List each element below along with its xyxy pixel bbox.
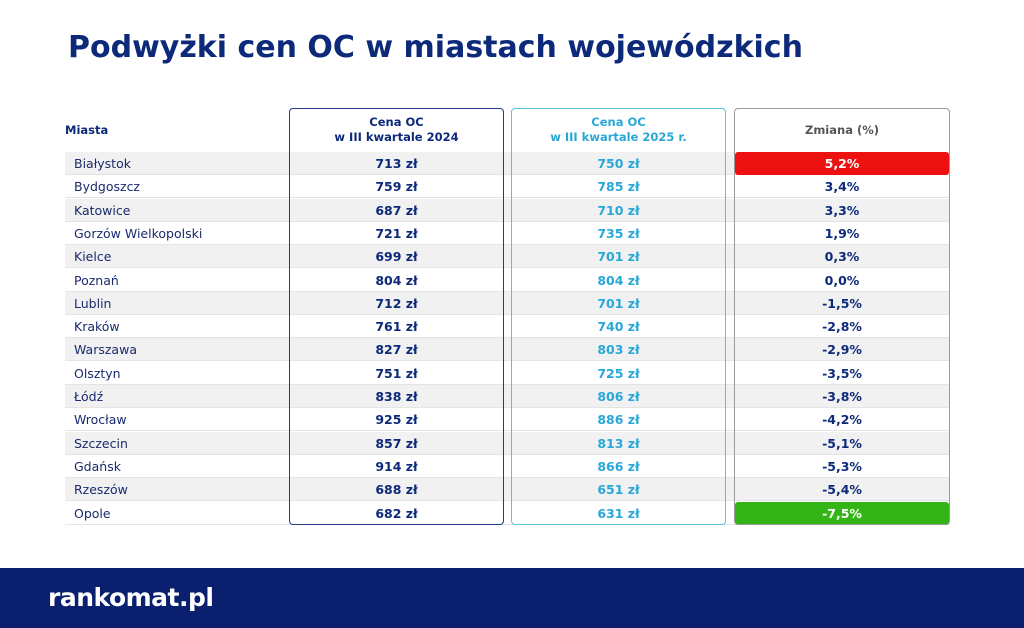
cell-value: -3,8%: [822, 389, 862, 404]
cell-value: 806 zł: [597, 389, 640, 404]
city-name: Poznań: [74, 272, 119, 288]
column-box: [734, 108, 950, 525]
cell-value: 682 zł: [375, 505, 418, 521]
city-name: Olsztyn: [74, 365, 121, 381]
cell-value: -2,8%: [822, 319, 862, 335]
cell-value: -2,9%: [822, 342, 862, 358]
cell-value: 866 zł: [597, 458, 640, 474]
cell-value: 701 zł: [597, 295, 640, 311]
cell-value: 651 zł: [597, 482, 640, 498]
cell-value: 699 zł: [375, 249, 418, 265]
cell-value: 713 zł: [375, 156, 418, 171]
cell-value: 750 zł: [597, 156, 640, 171]
cell-value: 804 zł: [597, 272, 640, 288]
cell-value: 735 zł: [597, 225, 640, 241]
cell-value: 725 zł: [597, 365, 640, 381]
city-name: Łódź: [74, 389, 104, 404]
cell-value: 886 zł: [597, 412, 640, 428]
cell-value: -3,5%: [822, 365, 862, 381]
city-name: Wrocław: [74, 412, 127, 428]
table-row: [65, 245, 950, 269]
cell-value: 925 zł: [375, 412, 418, 428]
cell-value: 3,4%: [824, 179, 860, 195]
city-name: Lublin: [74, 295, 112, 311]
cell-value: 712 zł: [375, 295, 418, 311]
cell-value: -5,3%: [822, 458, 862, 474]
cell-value: -4,2%: [822, 412, 862, 428]
city-name: Katowice: [74, 202, 131, 218]
table-row: [65, 315, 950, 339]
cell-value: 804 zł: [375, 272, 418, 288]
cell-value: 914 zł: [375, 458, 418, 474]
table-row: [65, 152, 950, 175]
cell-value: 761 zł: [375, 319, 418, 335]
cell-value: 631 zł: [597, 505, 640, 521]
column-box: [289, 108, 504, 525]
table-row: [65, 198, 950, 222]
city-name: Białystok: [74, 156, 131, 171]
title: Podwyżki cen OC w miastach wojewódzkich: [68, 30, 803, 65]
cell-value: 701 zł: [597, 249, 640, 265]
city-name: Kraków: [74, 319, 120, 335]
cell-value: 751 zł: [375, 365, 418, 381]
cell-value: 813 zł: [597, 435, 640, 451]
cell-value: -5,4%: [822, 482, 862, 498]
city-name: Kielce: [74, 249, 112, 265]
table-row: [65, 269, 950, 292]
cell-value: 803 zł: [597, 342, 640, 358]
city-name: Opole: [74, 505, 111, 521]
table-row: [65, 502, 950, 525]
column-header: Zmiana (%): [804, 122, 879, 137]
cell-value: 688 zł: [375, 482, 418, 498]
table-row: [65, 478, 950, 502]
logo: rankomat.pl: [48, 583, 214, 612]
city-name: Rzeszów: [74, 482, 128, 498]
cell-value: 0,0%: [824, 272, 860, 288]
table-row: [65, 175, 950, 199]
table-row: [65, 408, 950, 432]
table-row: [65, 431, 950, 455]
table-row: [65, 338, 950, 362]
cell-value: -5,1%: [822, 435, 862, 451]
table-row: [65, 455, 950, 478]
cell-value: 721 zł: [375, 225, 418, 241]
city-name: Bydgoszcz: [74, 179, 140, 195]
column-box: [511, 108, 726, 525]
cell-value: 5,2%: [824, 156, 860, 171]
cell-value: 838 zł: [375, 389, 418, 404]
column-header: Cena OC w III kwartale 2025 r.: [550, 115, 687, 144]
cell-value: 1,9%: [824, 225, 860, 241]
cell-value: 740 zł: [597, 319, 640, 335]
city-name: Szczecin: [74, 435, 128, 451]
table-row: [65, 222, 950, 245]
highlight-cell: [735, 152, 949, 176]
cell-value: 857 zł: [375, 435, 418, 451]
city-name: Gorzów Wielkopolski: [74, 225, 203, 241]
cell-value: 827 zł: [375, 342, 418, 358]
table-row: [65, 291, 950, 315]
cell-value: 687 zł: [375, 202, 418, 218]
cell-value: -7,5%: [822, 505, 862, 521]
column-header: Miasta: [65, 122, 109, 137]
city-name: Warszawa: [74, 342, 137, 358]
cell-value: 0,3%: [824, 249, 860, 265]
cell-value: -1,5%: [822, 295, 862, 311]
cell-value: 710 zł: [597, 202, 640, 218]
cell-value: 3,3%: [824, 202, 860, 218]
table-row: [65, 362, 950, 385]
highlight-cell: [735, 501, 949, 525]
footer: [0, 568, 1024, 628]
city-name: Gdańsk: [74, 458, 121, 474]
column-header: Cena OC w III kwartale 2024: [334, 115, 459, 144]
cell-value: 785 zł: [597, 179, 640, 195]
cell-value: 759 zł: [375, 179, 418, 195]
table-row: [65, 385, 950, 408]
